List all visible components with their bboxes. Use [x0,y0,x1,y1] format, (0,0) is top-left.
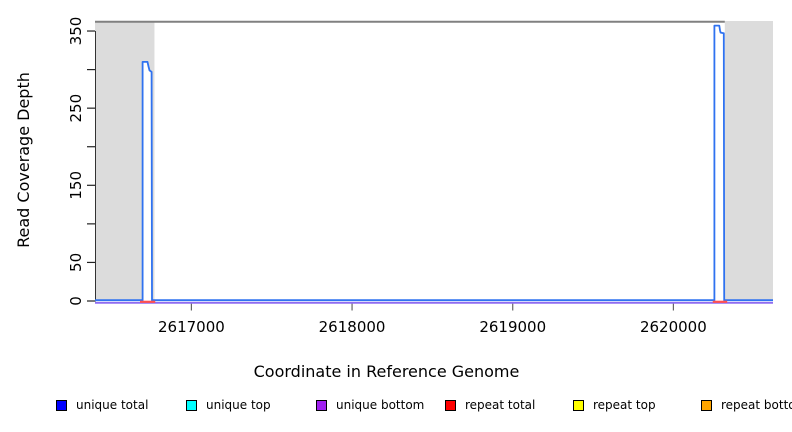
series-unique-total-peaks [141,24,726,302]
x-axis: 2617000 2618000 2619000 2620000 [158,303,707,336]
y-tick-label: 50 [67,253,85,272]
x-axis-title: Coordinate in Reference Genome [253,362,520,381]
x-tick-label: 2619000 [479,318,546,336]
y-tick-label: 150 [67,171,85,200]
coverage-peak [713,24,726,302]
x-tick-label: 2620000 [640,318,707,336]
x-tick-label: 2618000 [319,318,386,336]
masked-regions [95,21,773,301]
masked-region-rect [724,21,773,301]
y-axis: 0 50 150 250 350 [67,17,96,306]
y-tick-label: 250 [67,94,85,123]
coverage-peak [141,61,153,302]
x-tick-label: 2617000 [158,318,225,336]
y-tick-label: 0 [67,296,85,306]
y-axis-title: Read Coverage Depth [14,72,33,248]
y-tick-label: 350 [67,17,85,46]
